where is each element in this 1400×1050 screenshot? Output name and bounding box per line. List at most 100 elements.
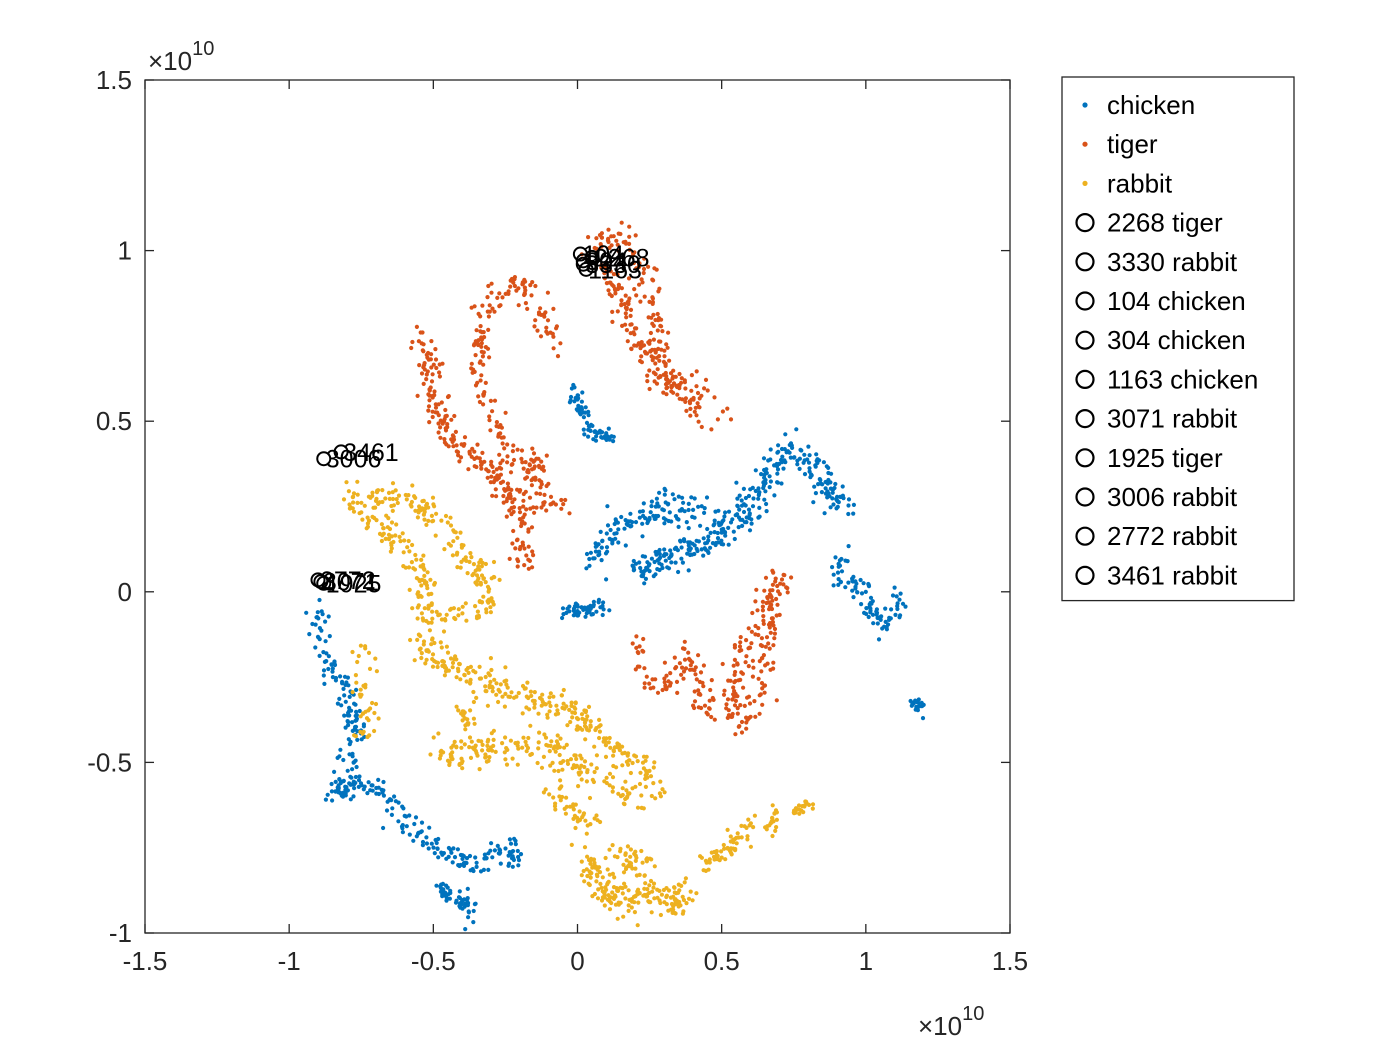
point-chicken xyxy=(669,553,674,558)
point-tiger xyxy=(619,298,624,303)
point-rabbit xyxy=(628,847,634,852)
point-tiger xyxy=(614,238,619,243)
point-rabbit xyxy=(483,688,488,694)
point-chicken xyxy=(359,737,364,742)
point-tiger xyxy=(517,506,522,511)
point-rabbit xyxy=(508,738,513,743)
point-tiger xyxy=(629,346,634,351)
point-rabbit xyxy=(774,825,779,830)
point-tiger xyxy=(522,277,527,282)
point-tiger xyxy=(548,494,554,499)
point-rabbit xyxy=(728,834,733,839)
point-chicken xyxy=(721,526,726,532)
point-tiger xyxy=(599,244,604,249)
point-chicken xyxy=(516,863,521,868)
point-chicken xyxy=(883,619,888,625)
point-rabbit xyxy=(726,846,731,852)
point-rabbit xyxy=(403,565,408,570)
legend-marker-tiger xyxy=(1082,141,1088,147)
point-rabbit xyxy=(424,501,430,506)
point-rabbit xyxy=(490,748,495,753)
point-tiger xyxy=(749,641,754,646)
point-chicken xyxy=(823,486,828,491)
point-tiger xyxy=(442,437,447,442)
point-chicken xyxy=(819,490,825,495)
point-tiger xyxy=(750,658,756,663)
point-rabbit xyxy=(626,903,631,908)
point-rabbit xyxy=(583,737,588,742)
point-rabbit xyxy=(430,652,436,657)
point-rabbit xyxy=(500,741,505,746)
point-chicken xyxy=(608,527,613,533)
point-rabbit xyxy=(459,559,464,565)
point-chicken xyxy=(424,841,429,846)
point-rabbit xyxy=(498,682,503,687)
point-tiger xyxy=(677,661,683,666)
point-rabbit xyxy=(615,888,620,893)
point-chicken xyxy=(668,548,673,553)
point-tiger xyxy=(433,410,438,415)
point-chicken xyxy=(350,751,355,756)
point-tiger xyxy=(477,399,482,405)
point-tiger xyxy=(696,653,701,658)
point-chicken xyxy=(449,850,454,855)
point-rabbit xyxy=(520,711,525,716)
point-tiger xyxy=(484,467,489,472)
point-rabbit xyxy=(390,508,395,513)
point-tiger xyxy=(630,641,635,646)
point-rabbit xyxy=(644,754,649,759)
point-tiger xyxy=(499,435,504,440)
point-chicken xyxy=(669,560,674,565)
point-chicken xyxy=(712,530,717,535)
point-tiger xyxy=(427,387,432,392)
point-tiger xyxy=(732,680,737,685)
x-tick-label: 0 xyxy=(570,946,584,976)
data-points xyxy=(304,220,926,932)
point-rabbit xyxy=(460,611,465,616)
point-rabbit xyxy=(642,873,647,878)
point-tiger xyxy=(779,577,785,582)
point-tiger xyxy=(515,447,520,452)
point-rabbit xyxy=(500,694,505,699)
point-rabbit xyxy=(587,795,593,801)
point-rabbit xyxy=(620,763,625,768)
point-tiger xyxy=(508,284,513,289)
point-tiger xyxy=(763,575,769,580)
point-chicken xyxy=(592,556,597,561)
point-rabbit xyxy=(430,616,435,621)
point-chicken xyxy=(472,902,477,907)
point-chicken xyxy=(663,558,668,563)
point-tiger xyxy=(409,345,414,351)
point-tiger xyxy=(433,405,439,410)
point-chicken xyxy=(560,615,565,621)
point-tiger xyxy=(497,452,502,457)
point-chicken xyxy=(654,496,660,501)
point-chicken xyxy=(370,783,375,788)
point-rabbit xyxy=(644,894,649,899)
point-rabbit xyxy=(363,646,368,651)
point-rabbit xyxy=(694,891,699,896)
point-chicken xyxy=(440,894,445,899)
point-rabbit xyxy=(418,508,423,513)
point-rabbit xyxy=(425,505,430,510)
point-rabbit xyxy=(407,549,412,554)
point-rabbit xyxy=(439,617,444,622)
point-tiger xyxy=(522,563,527,568)
point-tiger xyxy=(709,427,714,432)
point-tiger xyxy=(523,460,528,465)
point-rabbit xyxy=(674,891,679,896)
point-chicken xyxy=(581,427,586,432)
point-rabbit xyxy=(539,765,545,770)
point-rabbit xyxy=(616,791,621,796)
point-rabbit xyxy=(529,693,534,699)
point-tiger xyxy=(519,456,524,461)
point-rabbit xyxy=(564,704,569,709)
point-rabbit xyxy=(652,896,657,901)
point-chicken xyxy=(314,615,319,620)
point-chicken xyxy=(704,495,710,500)
point-chicken xyxy=(824,464,829,469)
point-tiger xyxy=(528,283,533,288)
point-rabbit xyxy=(455,565,460,570)
point-rabbit xyxy=(643,784,649,790)
point-rabbit xyxy=(414,576,419,581)
